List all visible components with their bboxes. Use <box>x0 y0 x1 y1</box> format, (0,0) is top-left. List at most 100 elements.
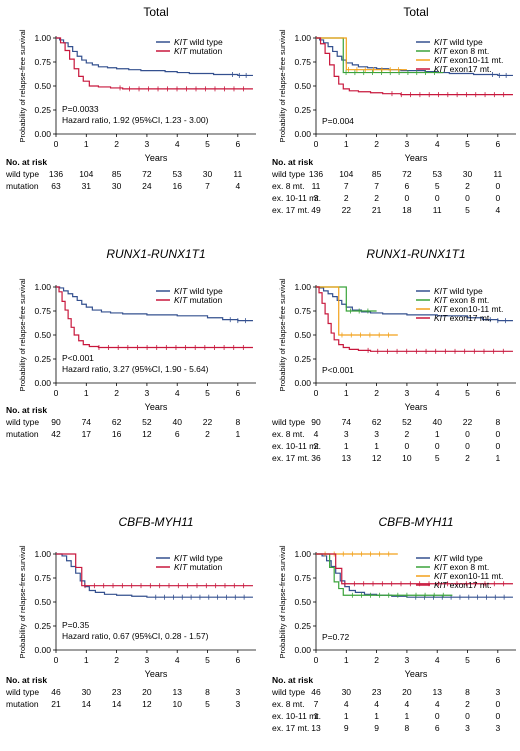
y-tick-label: 0.75 <box>34 57 51 67</box>
risk-value: 4 <box>405 699 410 709</box>
legend-entry: KIT exon10-11 mt. <box>434 571 503 581</box>
x-tick-label: 4 <box>435 139 440 149</box>
x-tick-label: 6 <box>495 655 500 665</box>
series-line-2 <box>56 553 253 587</box>
x-tick-label: 3 <box>145 139 150 149</box>
risk-value: 0 <box>495 711 500 721</box>
risk-value: 0 <box>465 193 470 203</box>
x-tick-label: 2 <box>374 655 379 665</box>
km-panel-2: Total 0.00 0.25 0.50 0.75 1.00 0 1 2 3 4 5 6 Years Pro… <box>271 5 516 215</box>
x-tick-label: 0 <box>54 388 59 398</box>
series-line-1 <box>316 553 513 598</box>
risk-value: 6 <box>435 723 440 733</box>
x-tick-label: 2 <box>374 388 379 398</box>
legend-entry: KIT wild type <box>434 286 483 296</box>
x-axis-label: Years <box>145 669 168 679</box>
risk-value: 14 <box>82 699 92 709</box>
risk-value: 16 <box>172 181 182 191</box>
series-line-4 <box>316 553 513 585</box>
x-tick-label: 6 <box>495 388 500 398</box>
risk-row-label: ex. 8 mt. <box>272 181 305 191</box>
x-tick-label: 3 <box>145 655 150 665</box>
risk-row-label: wild type <box>5 417 39 427</box>
risk-value: 4 <box>314 429 319 439</box>
y-tick-label: 0.25 <box>34 105 51 115</box>
panel-title: CBFB-MYH11 <box>378 515 453 529</box>
risk-value: 42 <box>51 429 61 439</box>
risk-value: 3 <box>495 687 500 697</box>
risk-value: 8 <box>495 417 500 427</box>
risk-value: 1 <box>495 453 500 463</box>
panel-title: CBFB-MYH11 <box>118 515 193 529</box>
x-tick-label: 4 <box>175 139 180 149</box>
x-tick-label: 1 <box>84 655 89 665</box>
risk-value: 0 <box>495 429 500 439</box>
x-axis-label: Years <box>405 669 428 679</box>
risk-value: 6 <box>405 181 410 191</box>
risk-row-label: ex. 10-11 mt. <box>272 441 321 451</box>
risk-value: 7 <box>205 181 210 191</box>
x-tick-label: 0 <box>314 139 319 149</box>
x-tick-label: 0 <box>314 388 319 398</box>
panel-title: RUNX1-RUNX1T1 <box>106 247 205 261</box>
risk-value: 3 <box>374 429 379 439</box>
risk-value: 46 <box>311 687 321 697</box>
risk-value: 22 <box>203 417 213 427</box>
risk-value: 3 <box>495 723 500 733</box>
risk-value: 63 <box>51 181 61 191</box>
p-value: P=0.35 <box>62 620 89 630</box>
risk-value: 53 <box>432 169 442 179</box>
risk-value: 17 <box>82 429 92 439</box>
risk-value: 3 <box>314 193 319 203</box>
risk-value: 8 <box>235 417 240 427</box>
risk-table-heading: No. at risk <box>6 675 47 685</box>
risk-value: 11 <box>233 169 242 179</box>
x-tick-label: 2 <box>114 388 119 398</box>
risk-row-label: wild type <box>5 169 39 179</box>
risk-value: 12 <box>142 699 152 709</box>
risk-value: 20 <box>142 687 152 697</box>
legend-entry: KIT exon17 mt. <box>434 313 492 323</box>
risk-table-heading: No. at risk <box>272 675 313 685</box>
risk-value: 2 <box>465 699 470 709</box>
legend-entry: KIT exon10-11 mt. <box>434 304 503 314</box>
risk-row-label: ex. 10-11 mt. <box>272 711 321 721</box>
legend-entry: KIT wild type <box>174 37 223 47</box>
x-tick-label: 5 <box>465 655 470 665</box>
risk-row-label: mutation <box>6 699 39 709</box>
risk-value: 72 <box>402 169 412 179</box>
x-tick-label: 1 <box>344 388 349 398</box>
risk-table-heading: No. at risk <box>6 157 47 167</box>
risk-value: 40 <box>172 417 182 427</box>
risk-value: 36 <box>311 453 321 463</box>
risk-value: 62 <box>112 417 122 427</box>
risk-value: 104 <box>339 169 353 179</box>
risk-value: 1 <box>405 711 410 721</box>
risk-value: 4 <box>435 699 440 709</box>
legend-entry: KIT exon17 mt. <box>434 64 492 74</box>
y-tick-label: 1.00 <box>294 549 311 559</box>
y-tick-label: 0.50 <box>294 330 311 340</box>
risk-value: 10 <box>402 453 412 463</box>
risk-value: 0 <box>405 193 410 203</box>
risk-value: 52 <box>142 417 152 427</box>
risk-value: 18 <box>402 205 412 215</box>
risk-value: 31 <box>82 181 92 191</box>
y-axis-label: Probability of relapse-free survival <box>18 545 27 658</box>
y-tick-label: 0.75 <box>294 57 311 67</box>
x-tick-label: 2 <box>114 139 119 149</box>
risk-row-label: ex. 17 mt. <box>272 723 309 733</box>
legend-entry: KIT exon 8 mt. <box>434 562 489 572</box>
x-tick-label: 2 <box>114 655 119 665</box>
y-tick-label: 0.75 <box>294 306 311 316</box>
risk-value: 4 <box>374 699 379 709</box>
risk-value: 7 <box>344 181 349 191</box>
risk-row-label: ex. 8 mt. <box>272 699 305 709</box>
risk-value: 104 <box>79 169 93 179</box>
hazard-ratio: Hazard ratio, 3.27 (95%CI, 1.90 - 5.64) <box>62 364 209 374</box>
p-value: P=0.72 <box>322 632 349 642</box>
series-line-2 <box>316 37 444 74</box>
